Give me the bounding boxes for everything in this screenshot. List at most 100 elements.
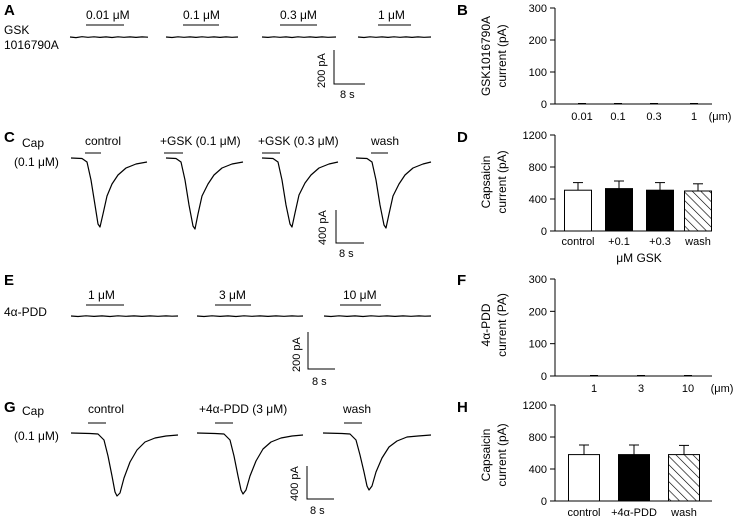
- x-tick-label: 3: [638, 383, 644, 395]
- chart-h-ylabel-line2: current (pA): [495, 423, 509, 486]
- y-tick-label: 400: [529, 464, 547, 476]
- current-trace: [165, 36, 239, 39]
- scale-amplitude-label: 200 pA: [291, 336, 303, 372]
- chart-d-ylabel-line1: Capsaicin: [479, 156, 493, 209]
- chart-d-group-label: μM GSK: [616, 251, 662, 265]
- x-tick-label: +0.3: [649, 236, 671, 248]
- bar: [605, 188, 633, 232]
- x-tick-label: wash: [670, 507, 697, 519]
- conc-label-1: 1 μM: [378, 8, 405, 22]
- current-trace: [165, 157, 244, 230]
- panel-c-letter: C: [4, 129, 15, 146]
- y-tick-label: 0: [541, 99, 547, 111]
- x-tick-label: control: [561, 236, 594, 248]
- condition-label-wash: wash: [370, 134, 399, 148]
- condition-label-wash: wash: [342, 402, 371, 416]
- panel-c-agent-conc: (0.1 μM): [14, 155, 59, 169]
- current-trace: [261, 36, 337, 39]
- chart-b-plot: 0 100 200 300 0.01 0.1 0.3 1 (μm): [529, 3, 732, 123]
- current-trace: [355, 157, 432, 229]
- bar: [684, 190, 712, 232]
- y-tick-label: 800: [529, 162, 547, 174]
- y-tick-label: 0: [541, 371, 547, 383]
- x-tick-label: +0.1: [608, 236, 630, 248]
- chart-f: F 4α-PDD current (PA): [457, 272, 509, 357]
- scale-bar: [306, 466, 334, 500]
- bar: [568, 454, 600, 502]
- chart-f-ylabel-line2: current (PA): [495, 293, 509, 357]
- conc-label-0-1: 0.1 μM: [183, 8, 220, 22]
- bar: [618, 454, 650, 502]
- y-tick-label: 400: [529, 194, 547, 206]
- scale-bar: [307, 332, 335, 370]
- scale-amplitude-label: 200 pA: [316, 52, 328, 88]
- scale-bar: [333, 50, 365, 85]
- condition-label-gsk-0-3: +GSK (0.3 μM): [258, 134, 339, 148]
- current-trace: [196, 432, 304, 495]
- condition-label-control: control: [85, 134, 121, 148]
- panel-g-letter: G: [4, 399, 16, 416]
- panel-c: C Cap (0.1 μM) control +GSK (0.1 μM) +GS…: [4, 129, 432, 260]
- bar: [668, 454, 700, 502]
- x-tick-label: 1: [591, 383, 597, 395]
- panel-h-letter: H: [457, 399, 468, 416]
- panel-a-agent-name: 1016790A: [4, 38, 59, 52]
- panel-e-letter: E: [4, 272, 14, 289]
- x-tick-label: 1: [691, 111, 697, 123]
- x-unit-label: (μm): [711, 383, 734, 395]
- x-tick-label: wash: [684, 236, 711, 248]
- scale-time-label: 8 s: [312, 376, 327, 388]
- x-tick-label: 0.1: [610, 111, 625, 123]
- y-tick-label: 100: [529, 339, 547, 351]
- chart-b: B GSK1016790A current (pA): [457, 2, 509, 96]
- x-tick-label: 10: [682, 383, 694, 395]
- bar: [564, 189, 592, 232]
- conc-label-0-01: 0.01 μM: [86, 8, 130, 22]
- panel-f-letter: F: [457, 272, 466, 289]
- x-tick-label: 0.01: [571, 111, 592, 123]
- y-tick-label: 200: [529, 306, 547, 318]
- condition-label-gsk-0-1: +GSK (0.1 μM): [160, 134, 241, 148]
- panel-e-agent: 4α-PDD: [4, 305, 47, 319]
- panel-a-letter: A: [4, 2, 15, 19]
- scale-bar: [335, 210, 364, 244]
- chart-h: H Capsaicin current (pA): [457, 399, 509, 487]
- x-tick-label: control: [567, 507, 600, 519]
- current-trace: [196, 315, 304, 318]
- scale-time-label: 8 s: [310, 505, 325, 517]
- y-tick-label: 800: [529, 432, 547, 444]
- x-unit-label: (μm): [709, 111, 732, 123]
- y-tick-label: 0: [541, 226, 547, 238]
- condition-label-4a-pdd: +4α-PDD (3 μM): [199, 402, 287, 416]
- y-tick-label: 1200: [523, 400, 547, 412]
- panel-b-letter: B: [457, 2, 468, 19]
- y-tick-label: 300: [529, 274, 547, 286]
- current-trace: [323, 315, 432, 318]
- chart-h-plot: 0 400 800 1200 control +4α-PDD wash: [523, 400, 712, 519]
- chart-h-ylabel-line1: Capsaicin: [479, 429, 493, 482]
- panel-g-agent-conc: (0.1 μM): [14, 429, 59, 443]
- y-tick-label: 1200: [523, 130, 547, 142]
- panel-d-letter: D: [457, 129, 468, 146]
- panel-g: G Cap (0.1 μM) control +4α-PDD (3 μM) wa…: [4, 399, 432, 517]
- x-tick-label: +4α-PDD: [611, 507, 657, 519]
- x-tick-label: 0.3: [646, 111, 661, 123]
- scale-amplitude-label: 400 pA: [317, 209, 329, 245]
- panel-e: E 4α-PDD 1 μM 3 μM 10 μM 200 pA 8 s: [4, 272, 432, 388]
- current-trace: [322, 432, 432, 491]
- current-trace: [70, 432, 179, 497]
- current-trace: [261, 157, 339, 228]
- current-trace: [70, 315, 179, 318]
- chart-f-ylabel-line1: 4α-PDD: [479, 303, 493, 346]
- y-tick-label: 0: [541, 496, 547, 508]
- y-tick-label: 300: [529, 3, 547, 15]
- chart-b-ylabel-line1: GSK1016790A: [479, 16, 493, 96]
- panel-a-agent: GSK: [4, 23, 29, 37]
- chart-d-plot: 0 400 800 1200 control +0.1 +0.3 wash: [523, 130, 712, 248]
- panel-c-agent: Cap: [22, 136, 44, 150]
- conc-label-3: 3 μM: [219, 288, 246, 302]
- y-tick-label: 100: [529, 67, 547, 79]
- bar: [646, 189, 674, 232]
- chart-d-ylabel-line2: current (pA): [495, 150, 509, 213]
